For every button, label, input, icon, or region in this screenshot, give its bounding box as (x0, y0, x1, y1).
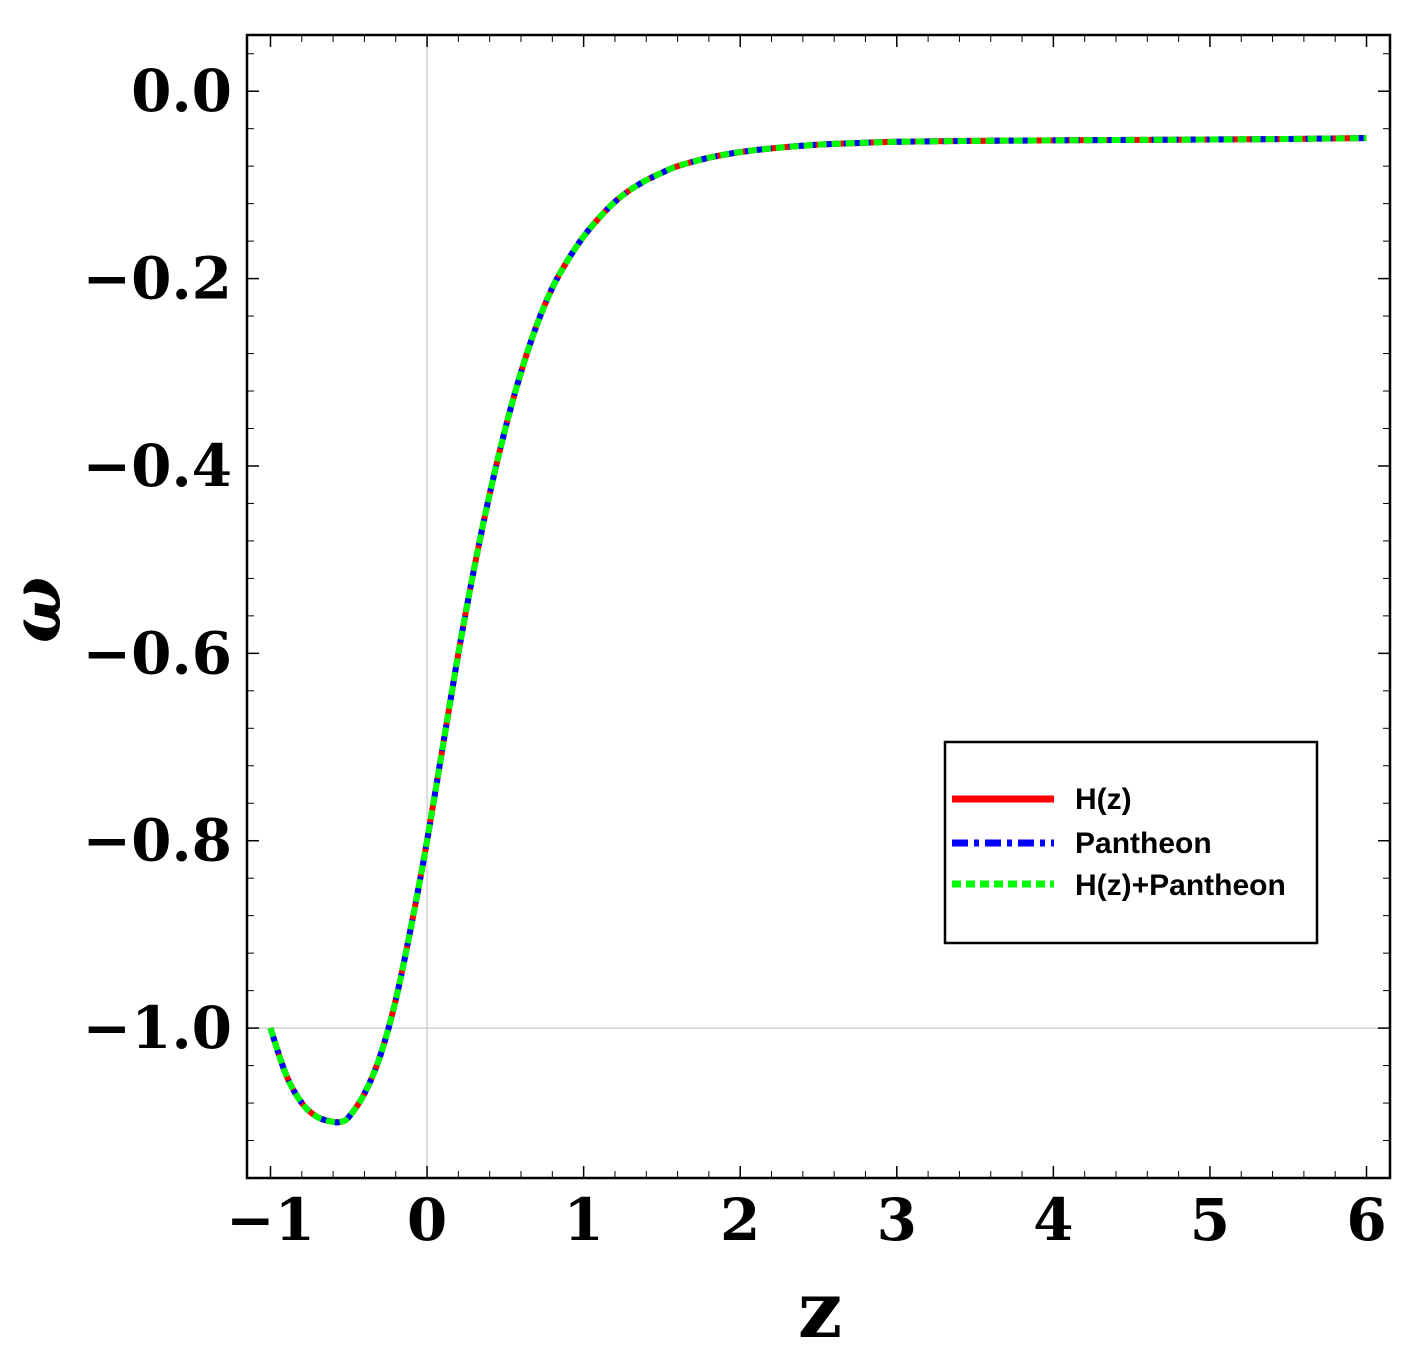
y-axis-label: ω (0, 577, 77, 644)
plot-frame (245, 33, 1392, 1180)
legend-item-pantheon: Pantheon (952, 827, 1212, 860)
axis-ticks (247, 35, 1390, 1179)
x-tick-label: 0 (407, 1186, 447, 1254)
y-tick-label: −0.4 (82, 432, 232, 500)
x-tick-label: 1 (563, 1186, 603, 1254)
y-tick-label: −0.8 (82, 807, 232, 875)
reference-lines (247, 35, 1390, 1178)
tick-labels: −1 0 1 2 3 4 5 6 0.0 −0.2 −0.4 −0.6 −0.8 −1.0 (82, 57, 1386, 1254)
legend-item-combined: H(z)+Pantheon (952, 869, 1286, 902)
x-tick-label: −1 (226, 1186, 315, 1254)
series-lines (267, 135, 1367, 1126)
x-tick-label: 3 (877, 1186, 917, 1254)
y-tick-label: 0.0 (131, 57, 232, 125)
x-axis-label: z (798, 1265, 842, 1356)
y-tick-label: −1.0 (82, 994, 232, 1062)
x-tick-label: 4 (1033, 1186, 1073, 1254)
series-line-combined (267, 135, 1367, 1126)
y-tick-label: −0.2 (82, 245, 232, 313)
legend-label-combined: H(z)+Pantheon (1075, 869, 1286, 902)
series-line-pantheon (267, 135, 1367, 1126)
x-tick-label: 2 (720, 1186, 760, 1254)
y-tick-label: −0.6 (82, 619, 232, 687)
x-tick-label: 6 (1346, 1186, 1386, 1254)
legend-item-hz: H(z) (952, 783, 1132, 816)
legend-label-pantheon: Pantheon (1075, 827, 1212, 860)
series-line-hz (267, 135, 1367, 1126)
legend-label-hz: H(z) (1075, 783, 1132, 816)
x-tick-label: 5 (1190, 1186, 1230, 1254)
legend: H(z) Pantheon H(z)+Pantheon (943, 740, 1319, 945)
